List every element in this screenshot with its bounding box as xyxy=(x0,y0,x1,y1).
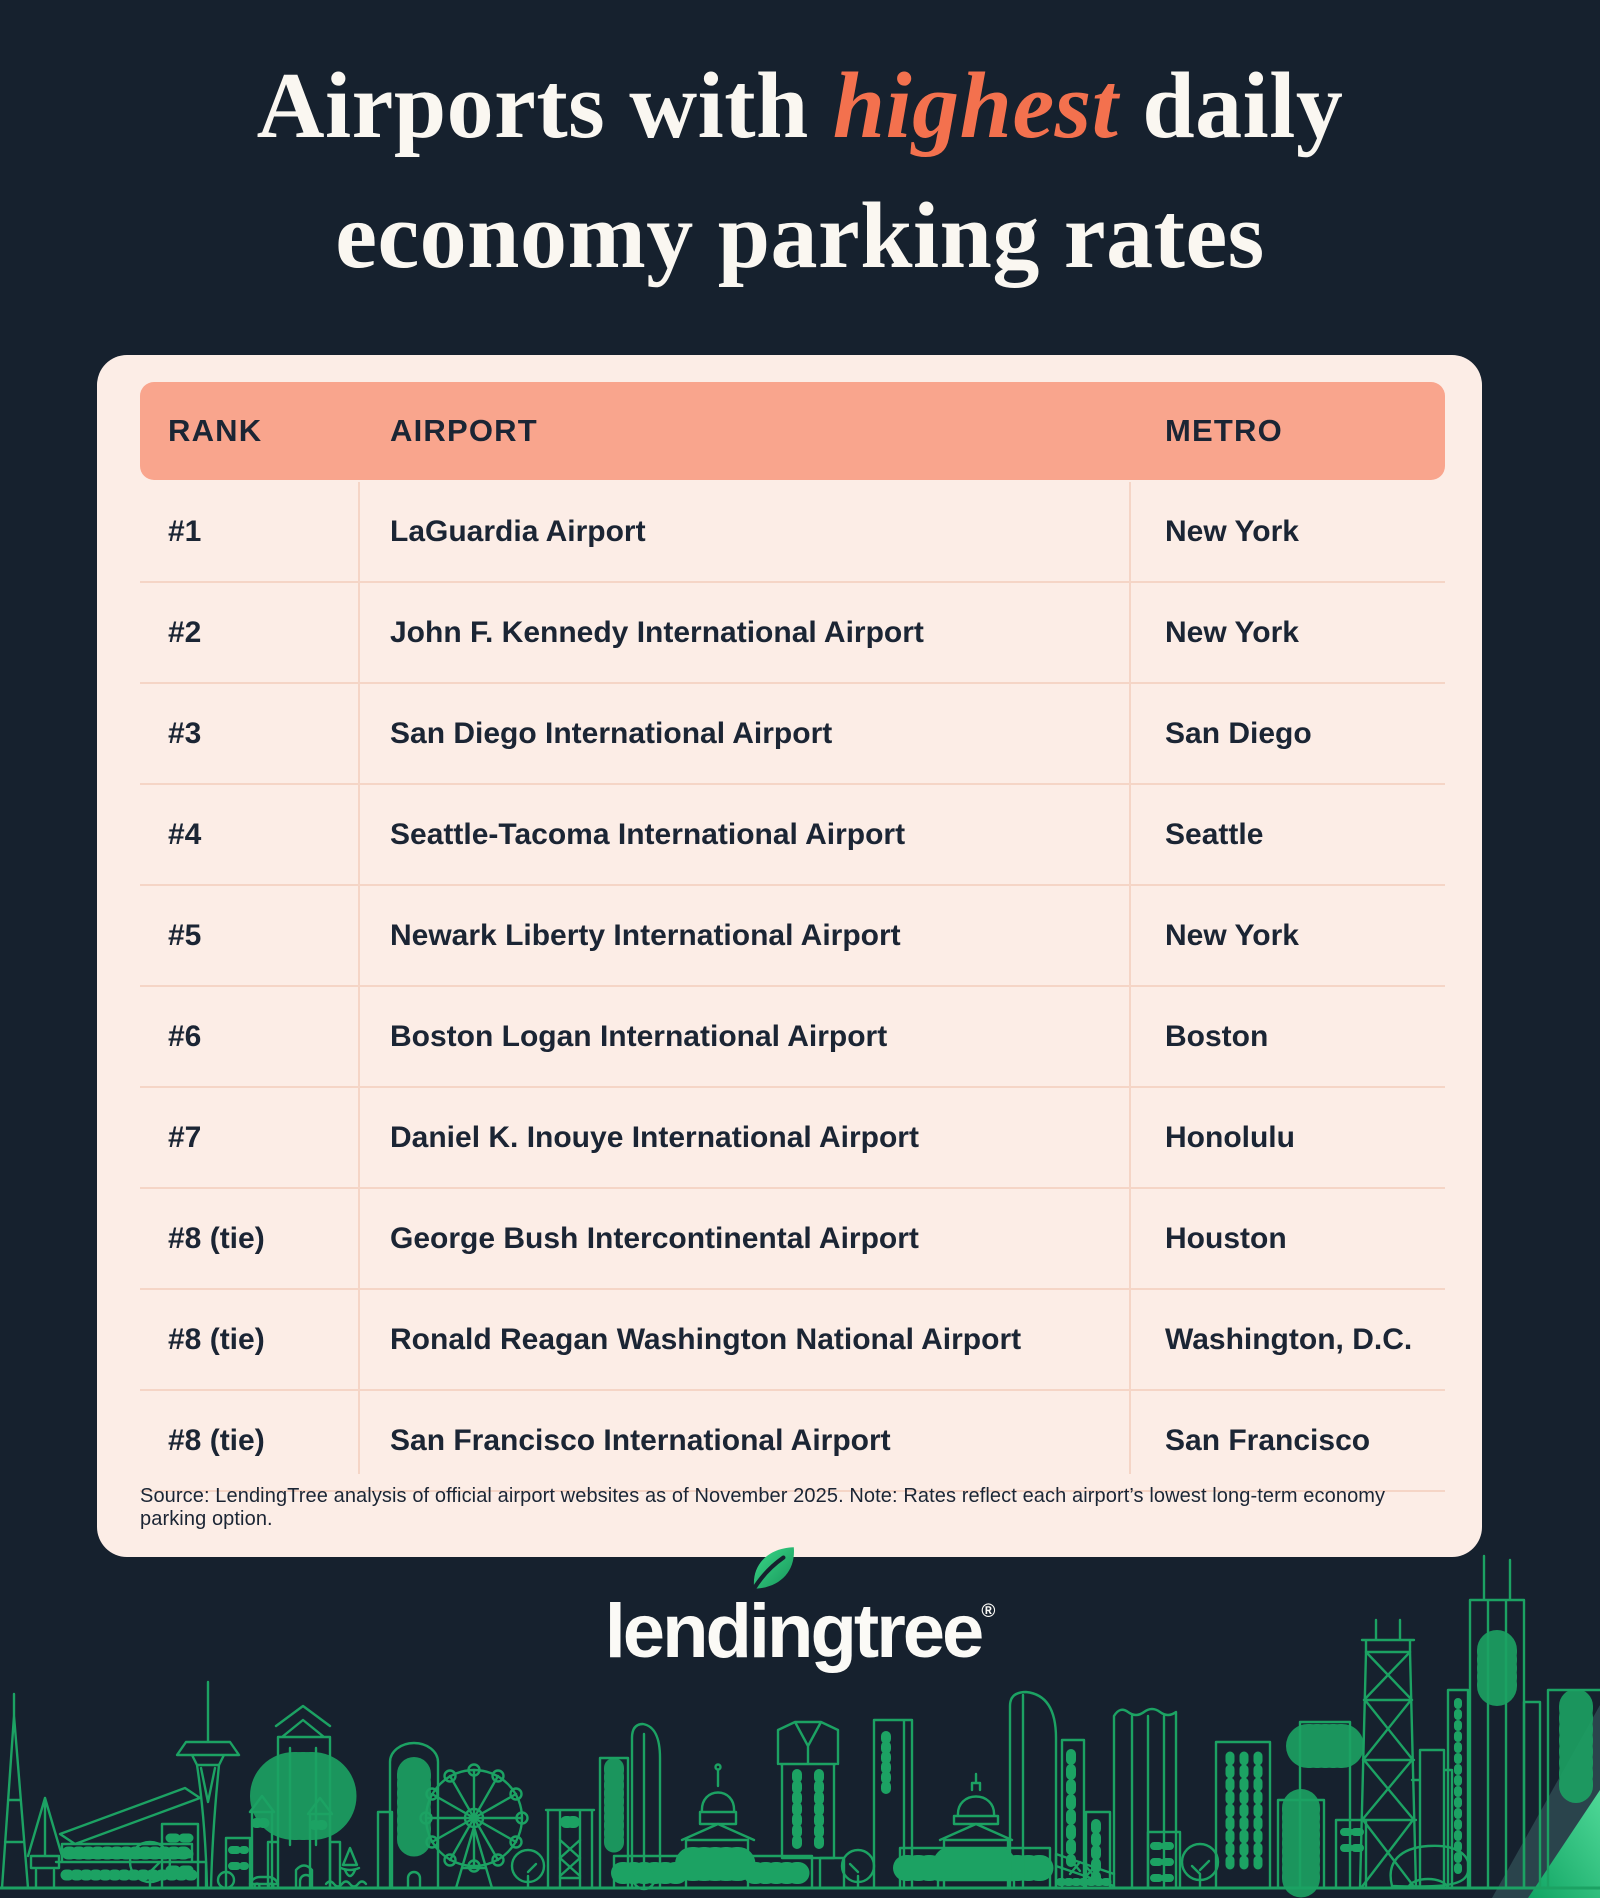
ribbon-bright xyxy=(1528,1790,1600,1898)
airport-cell: San Diego International Airport xyxy=(390,716,833,750)
metro-cell: New York xyxy=(1165,918,1299,952)
title-text: Airports with xyxy=(256,54,833,158)
metro-cell: Houston xyxy=(1165,1221,1287,1255)
leaf-icon xyxy=(750,1547,794,1592)
rank-cell: #5 xyxy=(168,918,202,952)
metro-cell: San Diego xyxy=(1165,716,1312,750)
table-row: #2 John F. Kennedy International Airport… xyxy=(140,583,1445,684)
rank-cell: #4 xyxy=(168,817,202,851)
table-row: #7 Daniel K. Inouye International Airpor… xyxy=(140,1088,1445,1189)
table-row: #8 (tie) George Bush Intercontinental Ai… xyxy=(140,1189,1445,1290)
rank-cell: #2 xyxy=(168,615,202,649)
metro-cell: San Francisco xyxy=(1165,1423,1371,1457)
metro-cell: Seattle xyxy=(1165,817,1264,851)
source-note: Source: LendingTree analysis of official… xyxy=(140,1485,1386,1530)
table-row: #8 (tie) Ronald Reagan Washington Nation… xyxy=(140,1290,1445,1391)
column-header-airport: AIRPORT xyxy=(390,413,538,448)
table-row: #3 San Diego International Airport San D… xyxy=(140,684,1445,785)
table-row: #8 (tie) San Francisco International Air… xyxy=(140,1391,1445,1492)
column-header-rank: RANK xyxy=(168,413,263,448)
lendingtree-logo: lendingtree® xyxy=(0,1547,1600,1675)
airport-cell: LaGuardia Airport xyxy=(390,514,646,548)
title-text-2: daily xyxy=(1118,54,1344,158)
city-skyline-illustration xyxy=(0,1554,1600,1898)
rank-cell: #6 xyxy=(168,1019,202,1053)
rank-cell: #1 xyxy=(168,514,202,548)
rank-cell: #8 (tie) xyxy=(168,1423,265,1457)
lendingtree-wordmark: lendingtree xyxy=(604,1589,985,1674)
metro-cell: New York xyxy=(1165,615,1299,649)
registered-mark: ® xyxy=(981,1601,996,1622)
airport-cell: Boston Logan International Airport xyxy=(390,1019,888,1053)
airport-cell: Seattle-Tacoma International Airport xyxy=(390,817,906,851)
column-divider xyxy=(1129,482,1131,1474)
metro-cell: New York xyxy=(1165,514,1299,548)
table-row: #6 Boston Logan International Airport Bo… xyxy=(140,987,1445,1088)
metro-cell: Honolulu xyxy=(1165,1120,1295,1154)
infographic-title: Airports with highest daily economy park… xyxy=(0,42,1600,301)
table-row: #1 LaGuardia Airport New York xyxy=(140,482,1445,583)
airport-cell: Ronald Reagan Washington National Airpor… xyxy=(390,1322,1022,1356)
rank-cell: #3 xyxy=(168,716,202,750)
title-highlight: highest xyxy=(832,54,1119,158)
metro-cell: Boston xyxy=(1165,1019,1269,1053)
rank-cell: #8 (tie) xyxy=(168,1322,265,1356)
airport-cell: Newark Liberty International Airport xyxy=(390,918,901,952)
airport-cell: George Bush Intercontinental Airport xyxy=(390,1221,919,1255)
table-row: #5 Newark Liberty International Airport … xyxy=(140,886,1445,987)
airport-cell: San Francisco International Airport xyxy=(390,1423,891,1457)
table-row: #4 Seattle-Tacoma International Airport … xyxy=(140,785,1445,886)
table-header-row: RANK AIRPORT METRO xyxy=(140,382,1445,480)
rank-cell: #8 (tie) xyxy=(168,1221,265,1255)
metro-cell: Washington, D.C. xyxy=(1165,1322,1413,1356)
column-divider xyxy=(358,482,360,1474)
parking-table-card: RANK AIRPORT METRO #1 LaGuardia Airport … xyxy=(97,355,1482,1557)
airport-cell: John F. Kennedy International Airport xyxy=(390,615,924,649)
title-line-1: Airports with highest daily xyxy=(0,42,1600,172)
skyline-line-art xyxy=(0,1554,1600,1898)
title-line-2: economy parking rates xyxy=(335,183,1265,288)
table-body: #1 LaGuardia Airport New York #2 John F.… xyxy=(140,482,1445,1492)
airport-cell: Daniel K. Inouye International Airport xyxy=(390,1120,919,1154)
column-header-metro: METRO xyxy=(1165,413,1283,448)
rank-cell: #7 xyxy=(168,1120,202,1154)
